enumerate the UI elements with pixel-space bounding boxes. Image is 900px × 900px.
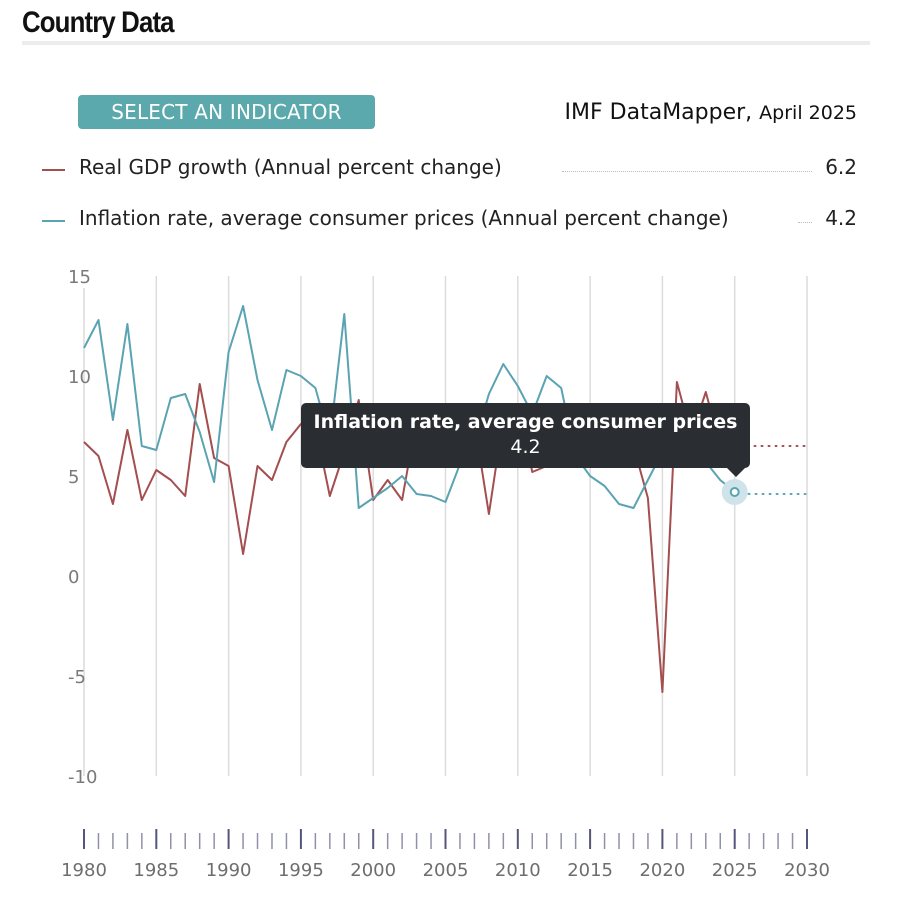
chart-tooltip: Inflation rate, average consumer prices …: [301, 403, 750, 477]
x-tick-label: 2015: [567, 860, 613, 881]
source-name: IMF DataMapper,: [564, 100, 753, 125]
x-tick-label: 1990: [206, 860, 252, 881]
source-label: IMF DataMapper, April 2025: [565, 100, 857, 125]
x-tick-label: 2000: [350, 860, 396, 881]
tooltip-value: 4.2: [510, 436, 541, 458]
y-tick-label: 5: [68, 467, 79, 488]
x-tick-label: 2010: [495, 860, 541, 881]
highlight-point: [729, 487, 740, 497]
legend-swatch-gdp: [42, 169, 65, 171]
y-tick-label: 15: [68, 267, 91, 288]
x-tick-label: 2005: [423, 860, 469, 881]
legend-item-gdp[interactable]: Real GDP growth (Annual percent change) …: [42, 155, 857, 185]
x-tick-label: 1980: [61, 860, 107, 881]
y-tick-label: -5: [68, 667, 86, 688]
y-tick-label: -10: [68, 767, 97, 788]
legend-label-inflation: Inflation rate, average consumer prices …: [79, 206, 739, 230]
x-tick-label: 2020: [639, 860, 685, 881]
x-tick-label: 1995: [278, 860, 324, 881]
x-tick-label: 2025: [712, 860, 758, 881]
page-title: Country Data: [22, 6, 175, 39]
legend-value-inflation: 4.2: [817, 206, 857, 230]
select-indicator-button[interactable]: SELECT AN INDICATOR: [78, 95, 375, 129]
source-date: April 2025: [759, 102, 857, 124]
legend-leader-gdp: [562, 171, 812, 172]
series-projection-1: [733, 491, 808, 495]
y-tick-label: 0: [68, 567, 79, 588]
x-tick-label: 2030: [784, 860, 830, 881]
legend-value-gdp: 6.2: [817, 155, 857, 179]
legend-label-gdp: Real GDP growth (Annual percent change): [79, 155, 512, 179]
title-divider: [22, 41, 870, 45]
legend-swatch-inflation: [42, 220, 65, 222]
y-tick-label: 10: [68, 367, 91, 388]
tooltip-title: Inflation rate, average consumer prices: [313, 411, 738, 433]
legend-leader-inflation: [798, 222, 812, 223]
series-line-1: [83, 305, 736, 509]
x-tick-label: 1985: [133, 860, 179, 881]
legend-item-inflation[interactable]: Inflation rate, average consumer prices …: [42, 206, 857, 236]
tooltip-arrow: [727, 468, 745, 477]
